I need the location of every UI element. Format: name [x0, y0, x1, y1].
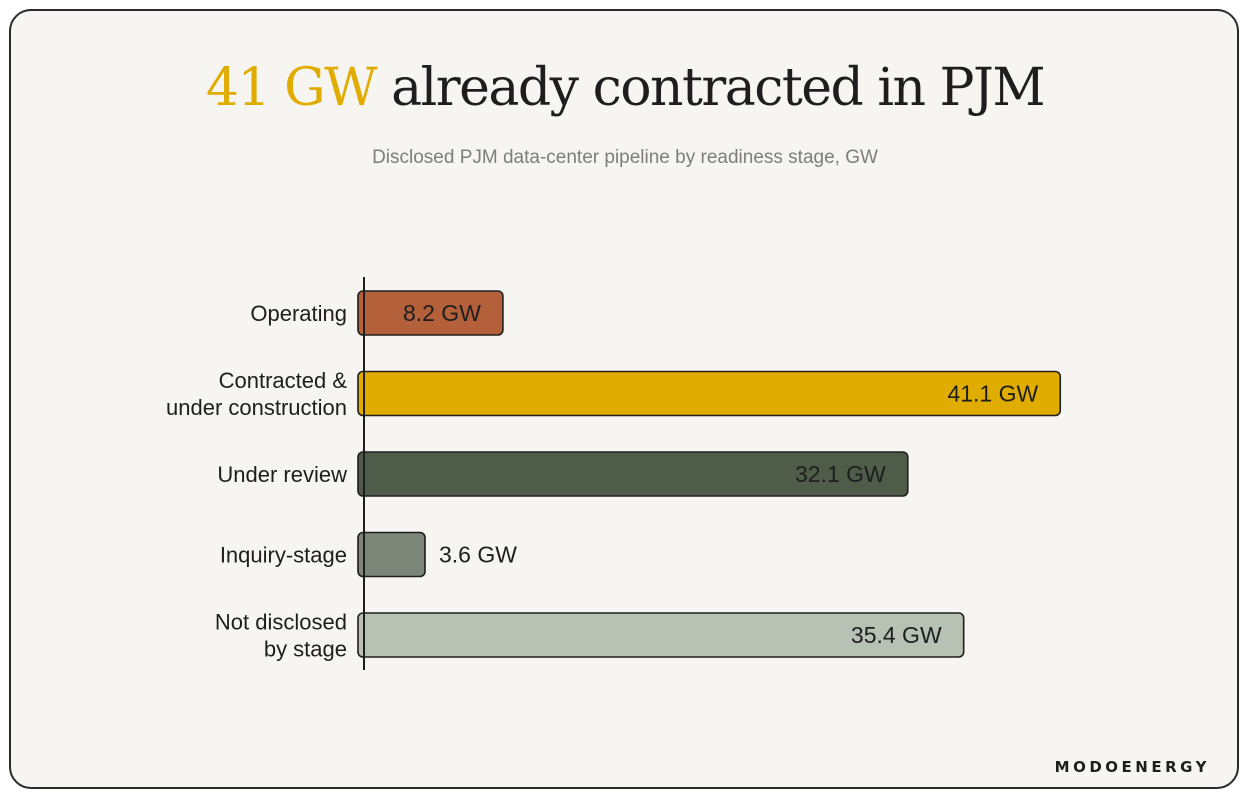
bar — [357, 451, 909, 497]
bar-value-label: 32.1 GW — [795, 461, 886, 487]
brand-logo: MODOENERGY — [1054, 758, 1210, 776]
chart-title: 41 GW already contracted in PJM — [0, 58, 1250, 118]
bar — [357, 290, 504, 336]
category-label: Under review — [217, 462, 347, 487]
bar — [357, 612, 965, 658]
title-text: already contracted in PJM — [376, 58, 1046, 118]
bar-value-label: 41.1 GW — [947, 381, 1038, 407]
chart-subtitle: Disclosed PJM data-center pipeline by re… — [372, 147, 878, 168]
category-label: under construction — [166, 395, 347, 420]
category-label: Contracted & — [219, 368, 348, 393]
bar — [357, 370, 1062, 417]
category-label: by stage — [264, 637, 347, 662]
category-label: Operating — [250, 301, 347, 326]
bar-value-label: 3.6 GW — [439, 542, 517, 568]
category-label: Inquiry-stage — [220, 543, 347, 568]
bar-value-label: 8.2 GW — [403, 300, 481, 326]
title-highlight: 41 GW — [205, 58, 378, 118]
bar — [357, 531, 426, 578]
bar-value-label: 35.4 GW — [851, 622, 942, 648]
category-label: Not disclosed — [215, 610, 347, 635]
